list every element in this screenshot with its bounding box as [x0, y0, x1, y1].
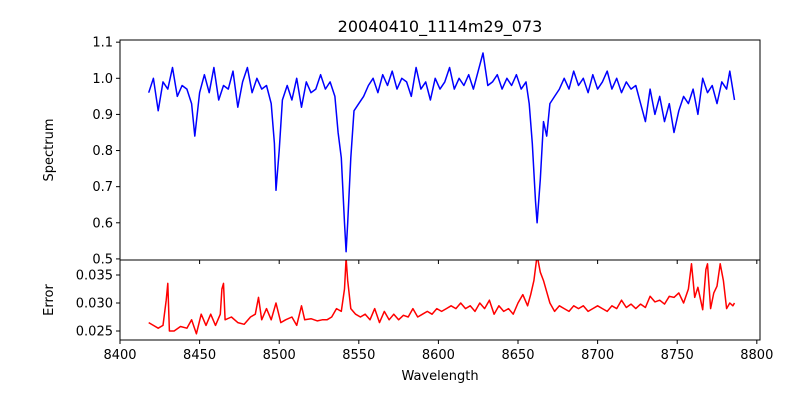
x-tick-label: 8550 — [342, 348, 375, 363]
x-tick-label: 8700 — [581, 348, 614, 363]
x-tick-label: 8650 — [501, 348, 534, 363]
y-tick-label: 0.9 — [92, 108, 113, 123]
error-axes: 0.025 0.030 0.035 8400 8450 8500 8550 8600 8650 8… — [76, 259, 773, 363]
y-tick-label: 0.6 — [92, 216, 113, 231]
y-tick-label: 0.030 — [76, 296, 113, 311]
axes-frame — [119, 259, 761, 341]
y-tick-label: 0.025 — [76, 324, 113, 339]
y-tick-label: 0.8 — [92, 144, 113, 159]
y-axis-label-spectrum: Spectrum — [42, 119, 57, 182]
x-tick-label: 8750 — [661, 348, 694, 363]
x-tick-label: 8400 — [103, 348, 136, 363]
error-series-line — [148, 260, 736, 335]
x-tick-label: 8500 — [263, 348, 296, 363]
x-axis-label: Wavelength — [401, 369, 478, 384]
spectrum-series-line — [147, 52, 736, 253]
y-axis-label-error: Error — [42, 284, 57, 316]
x-tick-label: 8800 — [740, 348, 773, 363]
x-tick-label: 8600 — [422, 348, 455, 363]
y-tick-label: 1.1 — [92, 36, 113, 51]
y-tick-label: 1.0 — [92, 72, 113, 87]
y-tick-label: 0.035 — [76, 269, 113, 284]
y-tick-label: 0.7 — [92, 180, 113, 195]
y-tick-label: 0.5 — [92, 252, 113, 267]
x-tick-label: 8450 — [183, 348, 216, 363]
chart-title: 20040410_1114m29_073 — [338, 17, 543, 37]
